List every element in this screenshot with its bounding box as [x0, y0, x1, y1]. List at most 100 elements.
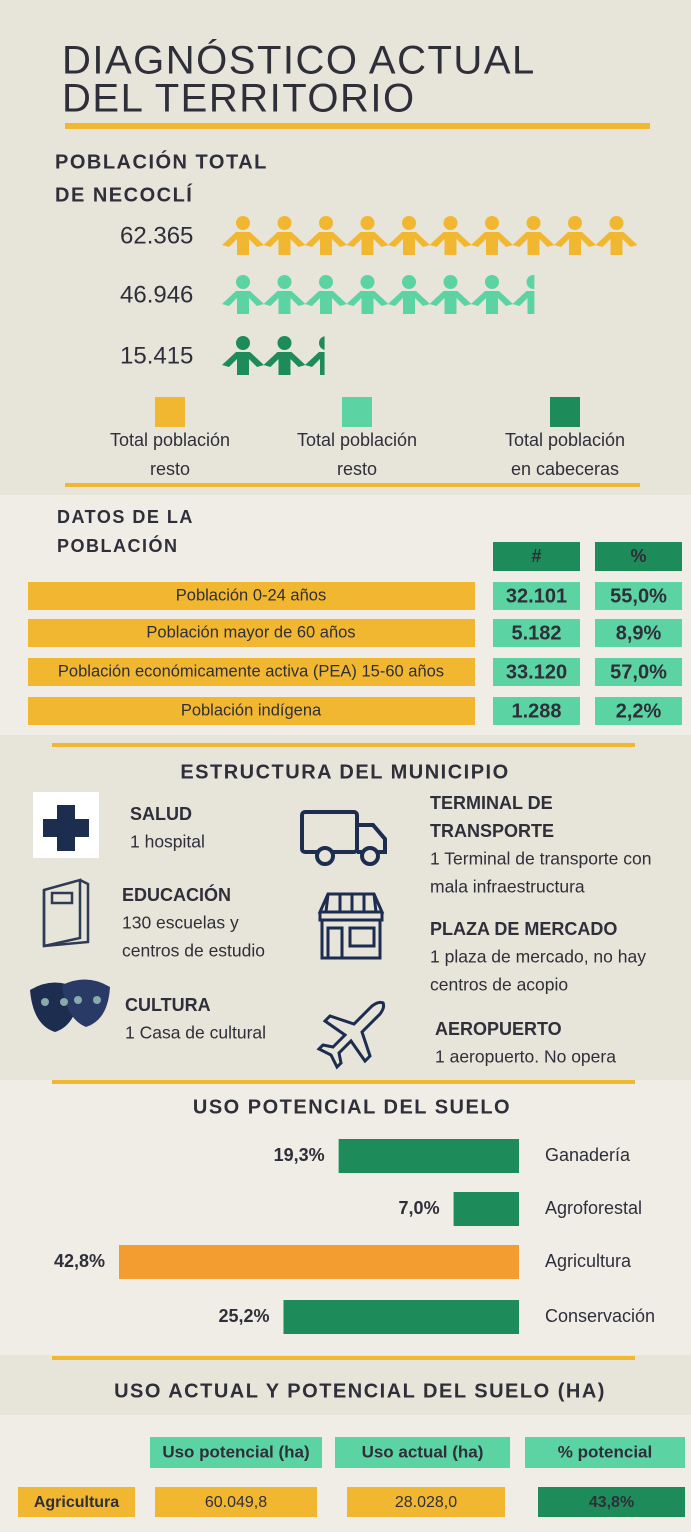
person-body	[388, 232, 430, 255]
category-label: Conservación	[545, 1306, 655, 1326]
section-bg	[0, 495, 691, 735]
bar	[283, 1300, 519, 1334]
person-head	[277, 336, 292, 350]
person-head	[485, 275, 499, 289]
people-icons	[222, 275, 535, 314]
section-bg	[0, 735, 691, 1080]
person-body	[222, 352, 264, 375]
person-head	[526, 216, 541, 230]
item-title: EDUCACIÓN	[122, 884, 231, 905]
chart-title: USO POTENCIAL DEL SUELO	[193, 1096, 511, 1118]
person-body	[305, 352, 325, 375]
person-head	[402, 275, 416, 289]
item-title: PLAZA DE MERCADO	[430, 919, 617, 939]
cell-bg	[595, 697, 682, 725]
person-body	[305, 232, 347, 255]
header-text: %	[630, 546, 646, 566]
people-icons	[222, 216, 637, 255]
bar	[453, 1192, 519, 1226]
person-body	[346, 232, 389, 255]
item-text: centros de estudio	[122, 941, 265, 961]
header-text: #	[531, 546, 541, 566]
person-head	[526, 275, 535, 289]
cell-text: Agricultura	[34, 1494, 119, 1511]
population-value: 62.365	[120, 222, 193, 249]
masks-icon	[30, 979, 110, 1032]
cell-text: 60.049,8	[205, 1494, 267, 1511]
section-title: USO ACTUAL Y POTENCIAL DEL SUELO (HA)	[114, 1380, 606, 1402]
cell-bg	[538, 1487, 685, 1517]
person-body	[429, 232, 472, 255]
person-body	[222, 232, 264, 255]
item-text: centros de acopio	[430, 975, 568, 995]
legend-label: Total población	[297, 430, 417, 450]
cell-bg	[155, 1487, 317, 1517]
person-head	[236, 216, 250, 230]
item-text: mala infraestructura	[430, 877, 585, 897]
health-icon	[33, 792, 99, 858]
person-body	[263, 291, 306, 314]
header-cell	[493, 542, 580, 571]
value-label: 42,8%	[54, 1251, 105, 1271]
legend-label: Total población	[505, 430, 625, 450]
item-text: 1 plaza de mercado, no hay	[430, 947, 646, 967]
bar	[119, 1245, 519, 1279]
person-body	[388, 291, 430, 314]
category-label: Agroforestal	[545, 1198, 642, 1218]
cell-bg	[595, 619, 682, 647]
row-label: Población 0-24 años	[176, 586, 326, 604]
row-label-bg	[28, 658, 475, 686]
person-head	[277, 275, 292, 289]
row-label-bg	[28, 697, 475, 725]
truck-icon	[300, 810, 387, 866]
legend-label: resto	[337, 459, 377, 479]
person-head	[568, 216, 582, 230]
cell-text: 5.182	[511, 622, 561, 644]
category-label: Agricultura	[545, 1251, 632, 1271]
item-title: CULTURA	[125, 995, 211, 1015]
cell-text: 1.288	[511, 700, 561, 722]
legend-swatch	[155, 397, 185, 427]
item-title: TERMINAL DE	[430, 793, 553, 813]
person-head	[360, 216, 375, 230]
item-title: AEROPUERTO	[435, 1019, 562, 1039]
cell-text: 33.120	[506, 661, 567, 683]
row-label-bg	[28, 582, 475, 610]
person-head	[360, 275, 375, 289]
person-body	[222, 291, 264, 314]
item-text: 130 escuelas y	[122, 913, 239, 933]
header-cell	[595, 542, 682, 571]
cell-bg	[347, 1487, 505, 1517]
row-label-bg	[28, 619, 475, 647]
cell-bg	[493, 658, 580, 686]
cell-text: 32.101	[506, 585, 567, 607]
person-body	[512, 232, 555, 255]
legend-label: Total población	[110, 430, 230, 450]
value-label: 19,3%	[274, 1145, 325, 1165]
legend-swatch	[342, 397, 372, 427]
cell-text: 55,0%	[610, 585, 667, 607]
person-body	[305, 291, 347, 314]
store-icon	[317, 892, 385, 960]
header-text: % potencial	[558, 1442, 652, 1461]
person-body	[512, 291, 535, 314]
cell-bg	[493, 619, 580, 647]
header-cell	[150, 1437, 322, 1468]
person-body	[471, 232, 513, 255]
section-title: ESTRUCTURA DEL MUNICIPIO	[180, 761, 509, 783]
legend-swatch	[550, 397, 580, 427]
item-text: 1 Terminal de transporte con	[430, 849, 651, 869]
section-title: DATOS DE LA	[57, 507, 194, 527]
row-label: Población mayor de 60 años	[146, 623, 355, 641]
header-text: Uso potencial (ha)	[162, 1442, 309, 1461]
header-cell	[335, 1437, 510, 1468]
person-head	[402, 216, 416, 230]
legend-label: en cabeceras	[511, 459, 619, 479]
person-head	[236, 336, 250, 350]
person-body	[554, 232, 596, 255]
header-text: Uso actual (ha)	[362, 1442, 484, 1461]
item-text: 1 Casa de cultural	[125, 1023, 266, 1043]
person-head	[443, 216, 458, 230]
person-body	[471, 291, 513, 314]
